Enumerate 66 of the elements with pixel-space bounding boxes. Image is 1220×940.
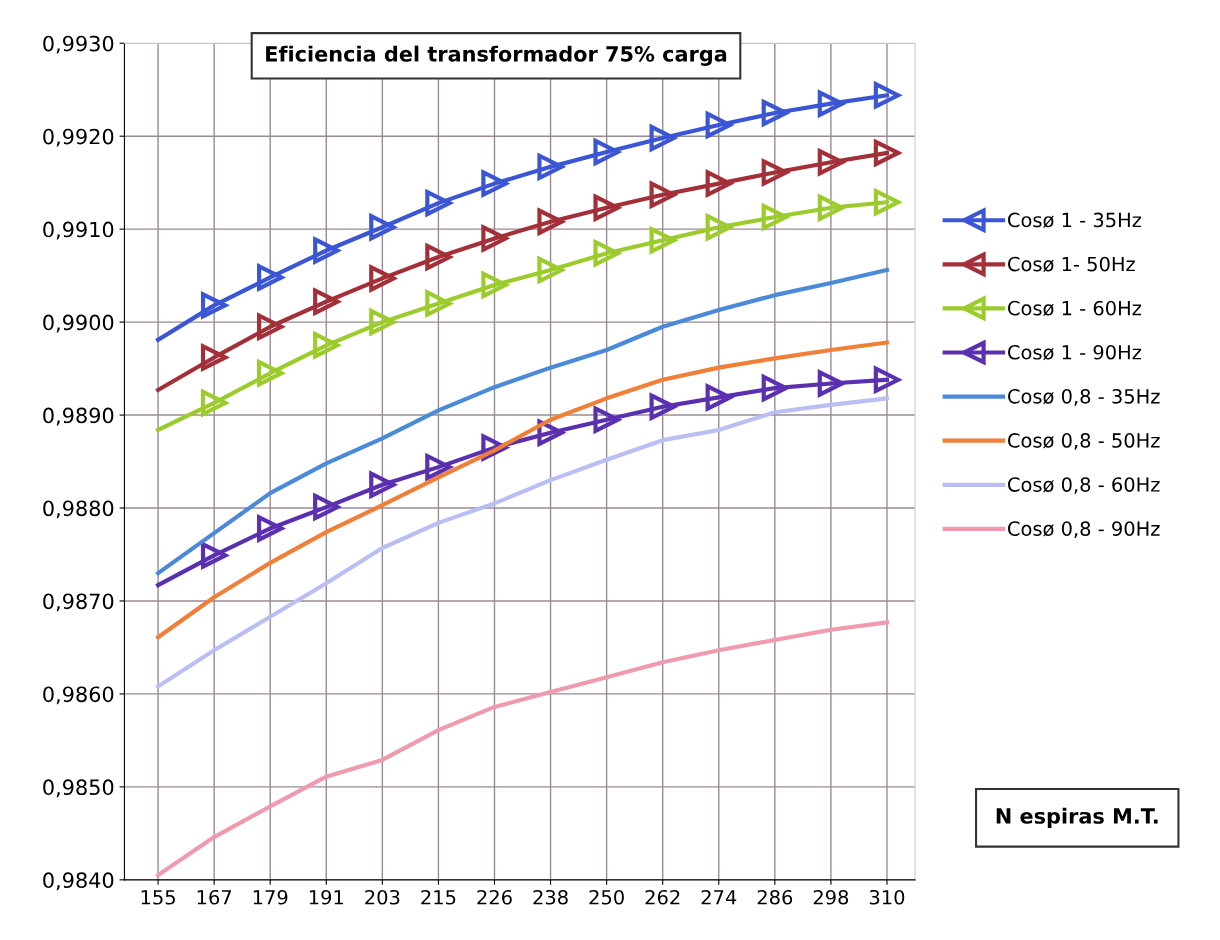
x-tick-label: 250 — [589, 889, 624, 905]
x-tick-label: 298 — [813, 889, 849, 905]
legend-label: Cosø 1 - 35Hz — [1008, 212, 1142, 228]
line-series — [155, 267, 890, 576]
y-tick-label: 0,9880 — [43, 500, 114, 519]
line-series — [155, 340, 890, 640]
x-tick-label: 203 — [365, 889, 400, 905]
y-tick-label: 0,9840 — [43, 872, 114, 891]
point — [200, 542, 230, 570]
point — [425, 290, 452, 317]
point — [369, 308, 396, 336]
point — [873, 365, 903, 395]
x-tick-label: 310 — [869, 889, 905, 905]
point — [313, 236, 342, 265]
point — [761, 374, 789, 402]
x-tick-label: 286 — [757, 889, 793, 905]
x-axis-title: N espiras M.T. — [996, 807, 1158, 828]
line-series — [155, 396, 890, 689]
legend-label: Cosø 1 - 90Hz — [1008, 344, 1142, 361]
point — [313, 492, 342, 522]
point — [200, 291, 230, 320]
y-tick-label: 0,9900 — [43, 314, 114, 333]
point — [761, 98, 791, 128]
line-series — [155, 620, 890, 878]
legend-label: Cosø 1 - 60Hz — [1008, 300, 1142, 317]
y-tick-label: 0,9920 — [43, 128, 114, 147]
x-tick-label: 215 — [421, 889, 456, 905]
legend-label: Cosø 0,8 - 50Hz — [1008, 433, 1160, 450]
point — [313, 330, 342, 360]
legend-label: Cosø 0,8 - 90Hz — [1008, 521, 1160, 538]
point — [761, 158, 791, 187]
y-tick-label: 0,9870 — [43, 593, 114, 612]
legend-label: Cosø 0,8 - 60Hz — [1008, 477, 1160, 494]
point — [873, 187, 903, 217]
point — [257, 312, 286, 342]
legend-label: Cosø 1- 50Hz — [1008, 256, 1135, 273]
point — [537, 256, 564, 284]
point — [481, 271, 508, 299]
point — [817, 147, 847, 177]
point — [817, 89, 847, 119]
point — [257, 358, 286, 388]
point — [200, 388, 230, 418]
point — [257, 514, 286, 543]
legend-label: Cosø 0,8 - 35Hz — [1008, 388, 1160, 406]
point — [817, 370, 845, 397]
y-tick-label: 0,9850 — [43, 779, 114, 798]
point — [200, 343, 230, 372]
y-tick-label: 0,9930 — [43, 35, 114, 54]
x-tick-label: 262 — [645, 889, 680, 905]
x-tick-label: 155 — [141, 890, 175, 905]
x-tick-label: 238 — [533, 889, 568, 905]
y-tick-label: 0,9910 — [43, 221, 114, 240]
point — [817, 194, 845, 221]
point — [761, 202, 791, 232]
y-tick-label: 0,9860 — [43, 686, 114, 705]
point — [873, 138, 903, 168]
y-tick-label: 0,9890 — [43, 407, 114, 426]
x-tick-label: 167 — [197, 889, 232, 905]
point — [873, 80, 903, 110]
chart-title: Eficiencia del transformador 75% carga — [266, 45, 727, 66]
x-tick-label: 191 — [309, 889, 344, 905]
point — [313, 287, 342, 317]
x-tick-label: 274 — [701, 889, 737, 905]
x-tick-label: 179 — [253, 889, 288, 905]
point — [257, 263, 286, 292]
x-tick-label: 226 — [477, 889, 512, 905]
